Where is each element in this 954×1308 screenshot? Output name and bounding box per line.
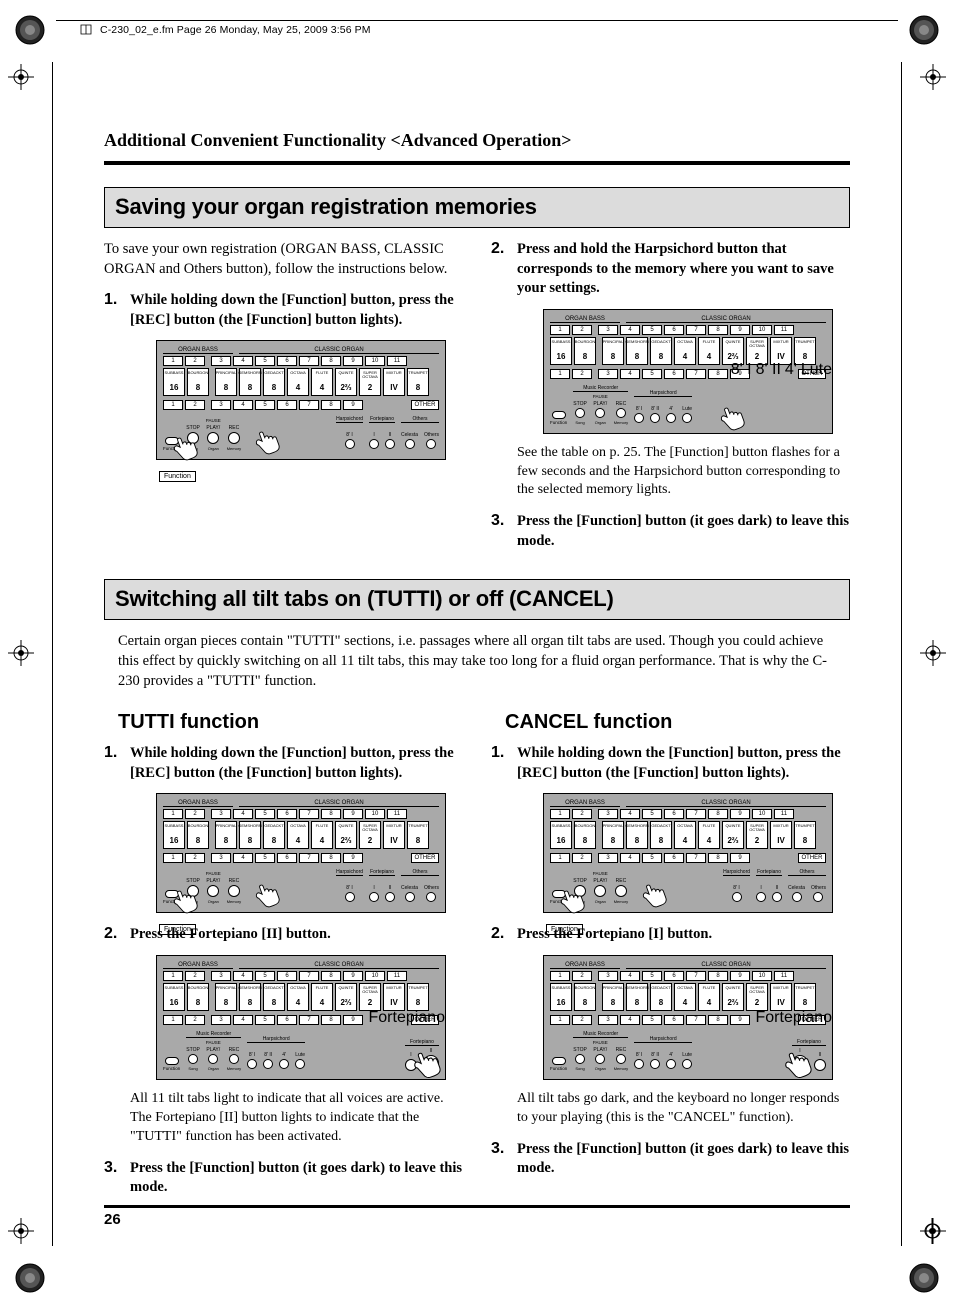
book-icon [80, 24, 92, 36]
print-registration-mark [906, 12, 942, 48]
step-list: While holding down the [Function] button… [491, 744, 850, 1179]
step-text: Press the Fortepiano [I] button. [517, 925, 850, 945]
step-list: While holding down the [Function] button… [104, 291, 463, 460]
crop-target-icon [920, 640, 946, 666]
crop-frame-side [52, 62, 53, 1246]
subheading: CANCEL function [491, 711, 850, 734]
panel-diagram: ORGAN BASSCLASSIC ORGAN 12 34567891011 S… [156, 793, 463, 913]
section-heading: Saving your organ registration memories [104, 187, 850, 228]
print-crop-mark-row [0, 1218, 954, 1244]
step-text: Press the Fortepiano [II] button. [130, 925, 463, 945]
panel-diagram: ORGAN BASSCLASSIC ORGAN 12 34567891011 S… [543, 955, 850, 1080]
section-heading: Switching all tilt tabs on (TUTTI) or of… [104, 579, 850, 620]
panel-diagram: ORGAN BASSCLASSIC ORGAN 12 34567891011 S… [156, 340, 463, 460]
step-body: All tilt tabs go dark, and the keyboard … [517, 1090, 850, 1128]
chapter-title: Additional Convenient Functionality <Adv… [104, 130, 850, 151]
crop-target-icon [8, 64, 34, 90]
footer-rule [104, 1205, 850, 1208]
panel-diagram: ORGAN BASSCLASSIC ORGAN 12 34567891011 S… [156, 955, 463, 1080]
crop-target-icon [920, 64, 946, 90]
crop-target-icon [8, 640, 34, 666]
step-list: Press and hold the Harpsichord button th… [491, 240, 850, 551]
heading-rule [104, 161, 850, 165]
step-body: See the table on p. 25. The [Function] b… [517, 444, 850, 501]
crop-target-icon [8, 1218, 34, 1244]
print-crop-mark-row [0, 64, 954, 90]
subheading: TUTTI function [104, 711, 463, 734]
page-number: 26 [104, 1211, 121, 1228]
step-text: Press the [Function] button (it goes dar… [517, 1140, 850, 1179]
step-text: Press the [Function] button (it goes dar… [130, 1159, 463, 1198]
print-registration-mark [12, 1260, 48, 1296]
section-intro: Certain organ pieces contain "TUTTI" sec… [118, 632, 842, 691]
step-text: Press the [Function] button (it goes dar… [517, 512, 850, 551]
document-header-meta: C-230_02_e.fm Page 26 Monday, May 25, 20… [80, 24, 371, 36]
step-text: While holding down the [Function] button… [130, 291, 463, 330]
panel-diagram: ORGAN BASSCLASSIC ORGAN 12 34567891011 S… [543, 309, 850, 434]
page-content: Additional Convenient Functionality <Adv… [104, 130, 850, 1210]
panel-diagram: ORGAN BASSCLASSIC ORGAN 12 34567891011 S… [543, 793, 850, 913]
crop-target-icon [922, 1218, 942, 1244]
step-list: While holding down the [Function] button… [104, 744, 463, 1197]
crop-frame-side [901, 62, 902, 1246]
step-text: Press and hold the Harpsichord button th… [517, 240, 850, 299]
print-registration-mark [12, 12, 48, 48]
step-body: All 11 tilt tabs light to indicate that … [130, 1090, 463, 1147]
print-registration-mark [906, 1260, 942, 1296]
header-text: C-230_02_e.fm Page 26 Monday, May 25, 20… [100, 24, 371, 36]
step-text: While holding down the [Function] button… [517, 744, 850, 783]
section-intro: To save your own registration (ORGAN BAS… [104, 240, 463, 279]
step-text: While holding down the [Function] button… [130, 744, 463, 783]
